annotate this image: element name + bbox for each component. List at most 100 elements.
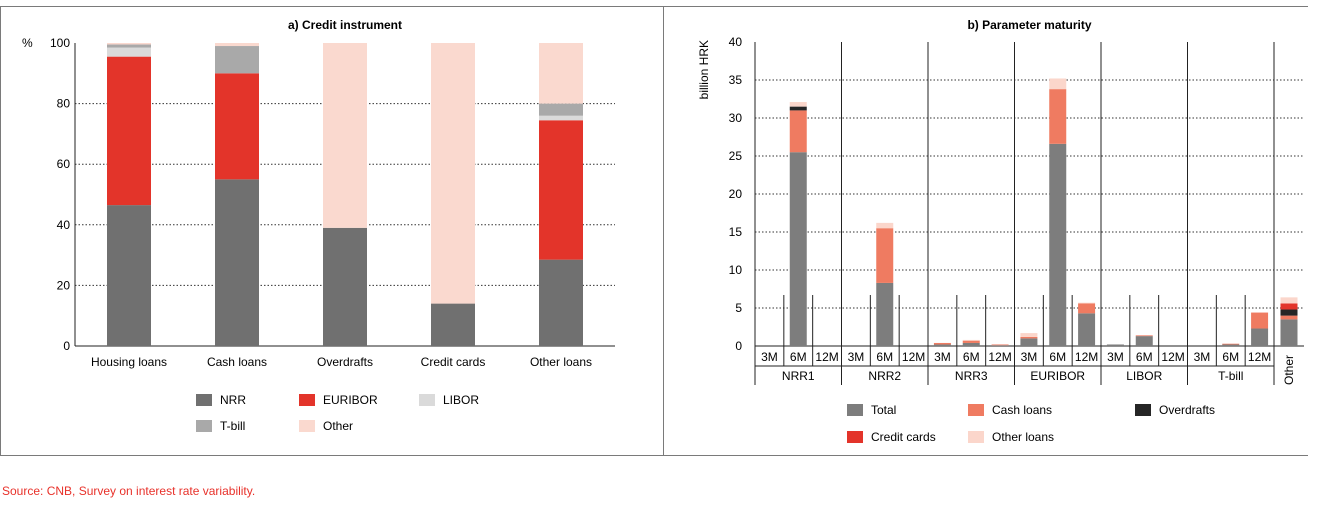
chart-b-maturity-label: 12M (988, 350, 1011, 364)
chart-b-bar-cash-loans (1222, 343, 1240, 345)
chart-b-bar-other-loans (789, 102, 807, 107)
chart-b-ytick-label: 25 (729, 149, 743, 163)
chart-b-group-label: NRR3 (955, 369, 988, 383)
chart-a-bar-nrr (107, 205, 151, 346)
chart-b-maturity-label: 6M (876, 350, 893, 364)
left-rule (0, 6, 1, 455)
chart-a-category-label: Overdrafts (317, 355, 373, 369)
chart-b-maturity-label: 12M (815, 350, 838, 364)
chart-b-bar-other-loans (1049, 78, 1067, 90)
chart-b-group-label: NRR1 (782, 369, 815, 383)
chart-b-bar-cash-loans (1049, 89, 1067, 144)
chart-a-bar-other (431, 43, 475, 304)
legend-label-cash-loans: Cash loans (992, 403, 1052, 417)
chart-b-group-label: T-bill (1218, 369, 1243, 383)
chart-b-bar-other-loans (962, 339, 980, 341)
chart-a-bar-euribor (539, 120, 583, 260)
chart-b-bar-total (1222, 344, 1240, 346)
chart-b-bar-cash-loans (1078, 303, 1096, 314)
chart-b-bar-total (1106, 344, 1124, 346)
chart-b-ytick-label: 0 (735, 339, 742, 353)
chart-b-other-label: Other (1282, 355, 1296, 385)
legend-swatch-total (847, 404, 863, 416)
legend-label-other: Other (323, 419, 353, 433)
chart-b-maturity-label: 6M (1222, 350, 1239, 364)
chart-a-bar-nrr (323, 227, 367, 346)
chart-a-bar-other (539, 43, 583, 104)
chart-b-maturity-label: 3M (1021, 350, 1038, 364)
legend-swatch-cash-loans (968, 404, 984, 416)
chart-b-bar-total (1280, 319, 1298, 346)
chart-b-bar-credit-cards (1280, 303, 1298, 310)
chart-b-maturity-label: 3M (1107, 350, 1124, 364)
chart-b-bar-overdrafts (789, 106, 807, 111)
chart-b-maturity-label: 6M (790, 350, 807, 364)
chart-b-bar-total (1049, 143, 1067, 346)
chart-a-bar-nrr (539, 259, 583, 346)
chart-a-bar-nrr (431, 303, 475, 346)
chart-b-maturity-label: 6M (963, 350, 980, 364)
chart-b-ytick-label: 35 (729, 73, 743, 87)
legend-label-other-loans: Other loans (992, 430, 1054, 444)
chart-b-maturity-label: 6M (1136, 350, 1153, 364)
chart-b-bar-total (876, 282, 894, 346)
top-rule (0, 6, 1308, 7)
chart-b-title: b) Parameter maturity (967, 18, 1091, 32)
chart-a-title: a) Credit instrument (288, 18, 402, 32)
chart-a-bar-other (323, 43, 367, 228)
chart-b-maturity-label: 6M (1049, 350, 1066, 364)
chart-b-bar-cash-loans (962, 340, 980, 343)
chart-b-bar-cash-loans (991, 344, 1009, 346)
chart-b-bar-other-loans (876, 222, 894, 229)
chart-b-ylabel: billion HRK (697, 40, 711, 99)
legend-label-libor: LIBOR (443, 393, 479, 407)
chart-b-group-label: LIBOR (1126, 369, 1162, 383)
chart-b-ytick-label: 10 (729, 263, 743, 277)
chart-a-category-label: Credit cards (421, 355, 486, 369)
chart-b-bar-total (789, 152, 807, 346)
chart-a-ytick-label: 80 (57, 97, 71, 111)
chart-b-maturity-label: 12M (1075, 350, 1098, 364)
chart-b-bar-other-loans (1280, 297, 1298, 304)
chart-b-bar-cash-loans (1135, 335, 1153, 337)
chart-a-bar-t-bill (215, 46, 259, 74)
legend-swatch-overdrafts (1135, 404, 1151, 416)
chart-b-ytick-label: 40 (729, 35, 743, 49)
chart-b-maturity-label: 3M (934, 350, 951, 364)
chart-b-ytick-label: 5 (735, 301, 742, 315)
legend-label-credit-cards: Credit cards (871, 430, 936, 444)
chart-a-bar-t-bill (107, 44, 151, 48)
legend-label-euribor: EURIBOR (323, 393, 378, 407)
chart-a-bar-nrr (215, 179, 259, 346)
chart-b-maturity-label: 12M (1248, 350, 1271, 364)
chart-credit-instrument: a) Credit instrument% 0 20 40 60 80 100 Housing… (22, 18, 615, 433)
chart-b-bar-cash-loans (1251, 312, 1269, 329)
chart-a-bar-euribor (215, 73, 259, 180)
bottom-rule (0, 455, 1308, 456)
chart-a-category-label: Other loans (530, 355, 592, 369)
legend-swatch-credit-cards (847, 431, 863, 443)
chart-b-bar-cash-loans (933, 342, 951, 345)
chart-b-bar-total (1135, 336, 1153, 346)
chart-b-bar-total (991, 345, 1009, 346)
chart-b-bar-total (933, 344, 951, 346)
chart-a-bar-euribor (107, 56, 151, 206)
chart-b-group-label: NRR2 (868, 369, 901, 383)
chart-a-ytick-label: 100 (50, 36, 70, 50)
chart-b-ytick-label: 15 (729, 225, 743, 239)
chart-b-bar-total (1251, 328, 1269, 346)
panel-divider (663, 6, 664, 455)
chart-b-bar-cash-loans (1280, 315, 1298, 320)
chart-b-group-label: EURIBOR (1030, 369, 1085, 383)
legend-label-t-bill: T-bill (220, 419, 245, 433)
chart-b-bar-total (1078, 313, 1096, 346)
legend-label-overdrafts: Overdrafts (1159, 403, 1215, 417)
legend-label-total: Total (871, 403, 896, 417)
chart-a-category-label: Cash loans (207, 355, 267, 369)
chart-b-bar-total (962, 342, 980, 346)
legend-swatch-other (299, 420, 315, 432)
chart-a-ytick-label: 60 (57, 157, 71, 171)
chart-a-category-label: Housing loans (91, 355, 167, 369)
chart-b-maturity-label: 3M (761, 350, 778, 364)
chart-b-ytick-label: 20 (729, 187, 743, 201)
